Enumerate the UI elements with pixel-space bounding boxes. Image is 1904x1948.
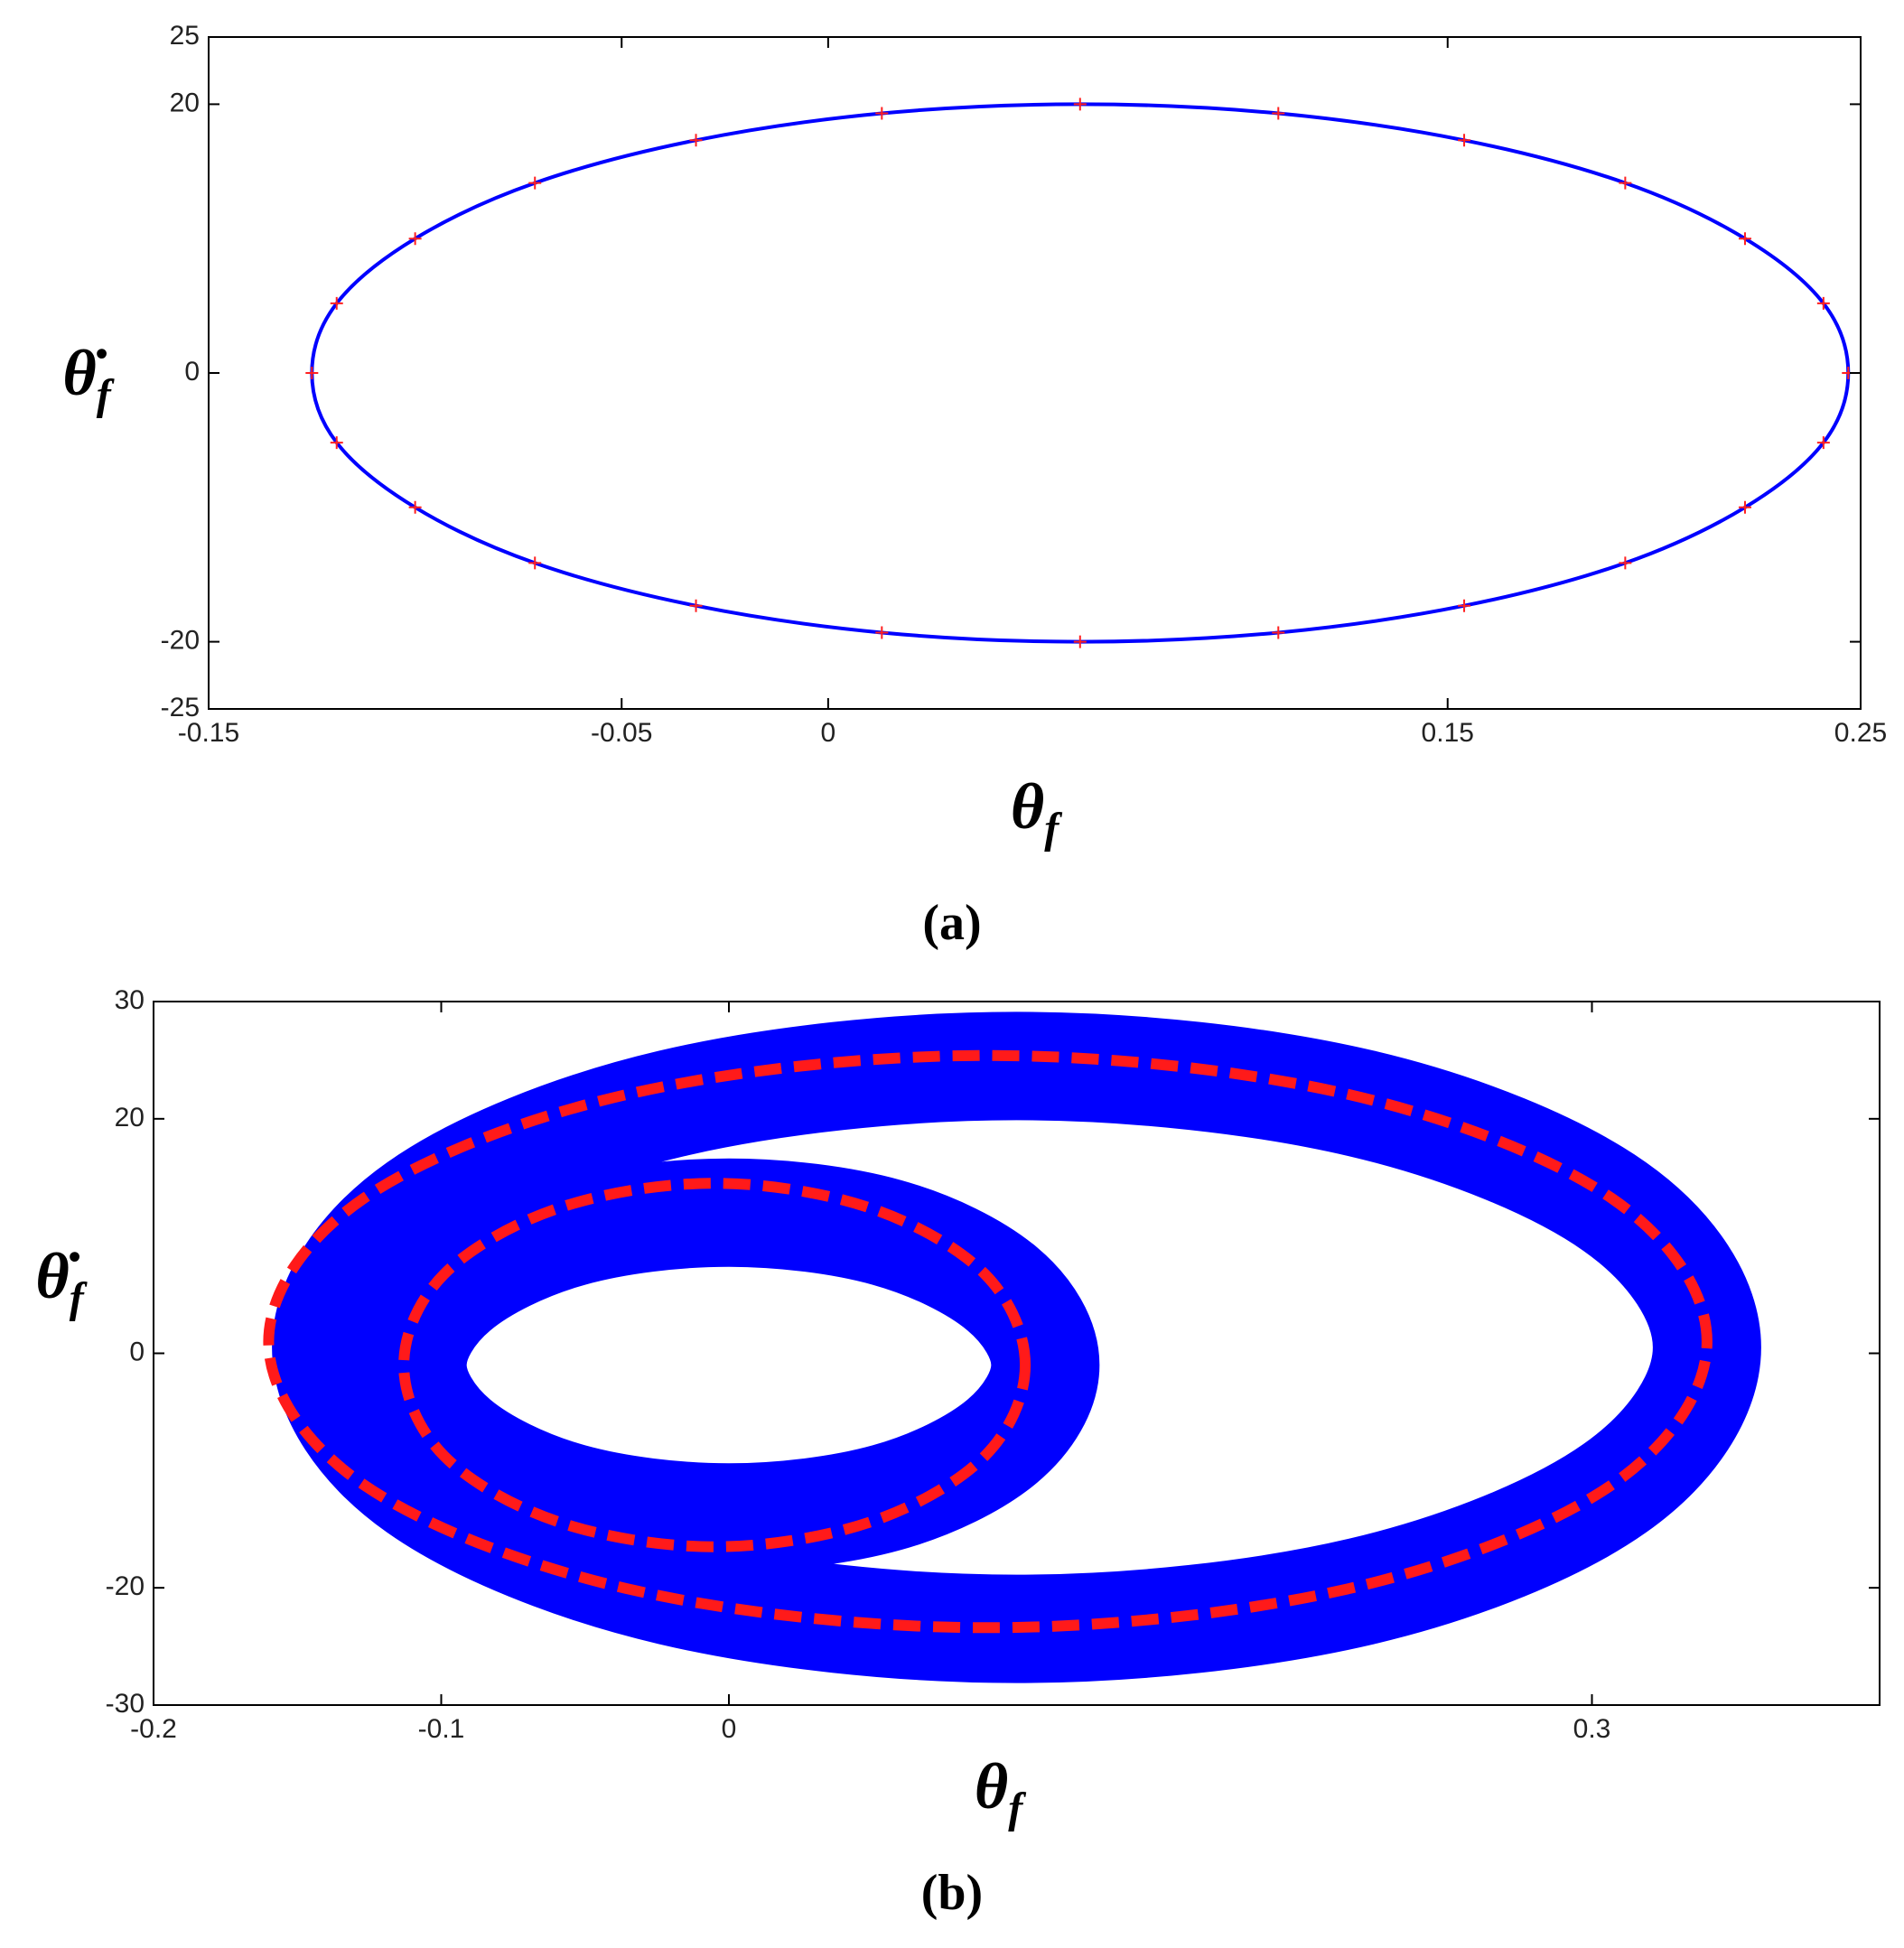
y-tick-label: -20 xyxy=(106,1571,145,1601)
caption: (a) xyxy=(922,895,981,951)
marker xyxy=(1272,626,1285,639)
marker xyxy=(1816,296,1830,310)
series-line xyxy=(263,1049,1713,1634)
marker xyxy=(528,556,542,570)
marker xyxy=(1458,599,1471,612)
y-tick-label: 20 xyxy=(170,88,200,117)
marker xyxy=(408,500,422,514)
x-tick-label: -0.05 xyxy=(591,718,652,748)
y-tick-label: -20 xyxy=(161,626,200,656)
y-tick-label: 30 xyxy=(115,985,145,1015)
y-tick-label: 25 xyxy=(170,21,200,51)
x-tick-label: -0.1 xyxy=(418,1714,465,1744)
y-tick-label: 0 xyxy=(184,357,200,387)
y-axis-label: θ̇f xyxy=(62,337,114,420)
marker xyxy=(1619,556,1632,570)
y-tick-label: 0 xyxy=(129,1337,145,1366)
marker xyxy=(1458,134,1471,147)
marker xyxy=(1738,500,1751,514)
marker xyxy=(875,107,889,120)
marker xyxy=(305,367,319,379)
series-line xyxy=(310,102,1851,644)
marker xyxy=(689,134,703,147)
series-line xyxy=(272,1011,1761,1683)
x-tick-label: 0.25 xyxy=(1834,718,1887,748)
caption: (b) xyxy=(921,1865,983,1921)
marker xyxy=(1619,176,1632,190)
marker xyxy=(408,232,422,246)
marker xyxy=(1738,232,1751,246)
x-tick-label: 0 xyxy=(722,1714,737,1744)
y-axis-label-subscript: f xyxy=(70,1274,88,1322)
marker xyxy=(330,296,343,310)
series-line xyxy=(398,1178,1031,1552)
x-axis-label: θf xyxy=(975,1750,1026,1833)
x-tick-label: 0.3 xyxy=(1573,1714,1611,1744)
plot-area xyxy=(263,1011,1761,1683)
marker xyxy=(689,599,703,612)
y-tick-label: -30 xyxy=(106,1689,145,1719)
x-axis-label-subscript: f xyxy=(1008,1785,1026,1832)
x-axis-label-subscript: f xyxy=(1044,805,1062,853)
x-axis-label: θf xyxy=(1011,770,1062,853)
marker xyxy=(1816,436,1830,450)
marker xyxy=(1073,635,1087,648)
plot-area xyxy=(305,98,1855,648)
x-axis-label-symbol: θ xyxy=(975,1750,1008,1822)
marker xyxy=(875,626,889,639)
x-tick-label: 0.15 xyxy=(1422,718,1474,748)
marker xyxy=(528,176,542,190)
y-axis-label-subscript: f xyxy=(97,371,115,419)
x-tick-label: -0.15 xyxy=(178,718,239,748)
y-axis-label: θ̇f xyxy=(35,1240,87,1323)
axes-box xyxy=(208,36,1862,710)
y-tick-label: -25 xyxy=(161,693,200,722)
marker xyxy=(1272,107,1285,120)
x-tick-label: 0 xyxy=(821,718,836,748)
x-axis-label-symbol: θ xyxy=(1011,770,1044,843)
y-tick-label: 20 xyxy=(115,1103,145,1132)
x-tick-label: -0.2 xyxy=(130,1714,177,1744)
marker xyxy=(330,436,343,450)
marker xyxy=(1073,98,1087,111)
series-line xyxy=(358,1158,1100,1572)
